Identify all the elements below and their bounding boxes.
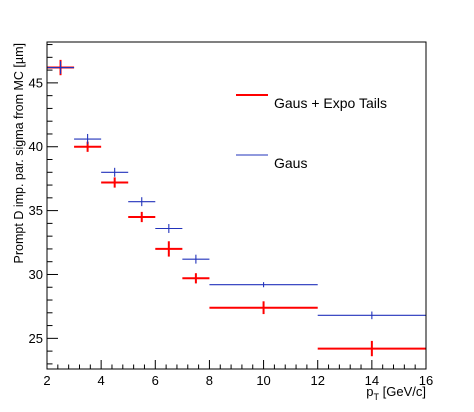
x-tick-label: 16 [419, 373, 433, 388]
series-gaus-expo-tails [47, 59, 426, 357]
data-point [128, 197, 156, 207]
x-axis-label-subscript: T [374, 392, 380, 402]
series-gaus [47, 61, 426, 320]
data-point [209, 301, 318, 315]
data-point [209, 282, 318, 288]
series-layer [47, 59, 426, 357]
data-point [74, 133, 102, 145]
legend-label-gaus: Gaus [274, 155, 307, 171]
x-axis-label: pT [GeV/c] [366, 384, 426, 402]
x-axis-label-main: p [366, 384, 373, 399]
y-tick-label: 45 [29, 75, 43, 90]
x-tick-label: 12 [310, 373, 324, 388]
x-tick-label: 6 [152, 373, 159, 388]
data-point [182, 273, 210, 284]
x-tick-label: 10 [256, 373, 270, 388]
x-tick-label: 14 [365, 373, 379, 388]
y-axis-label: Prompt D imp. par. sigma from MC [µm] [12, 43, 26, 263]
y-tick-label: 30 [29, 267, 43, 282]
data-point [317, 311, 426, 320]
y-tick-label: 35 [29, 203, 43, 218]
x-axis-label-unit: [GeV/c] [379, 384, 426, 399]
x-tick-label: 2 [43, 373, 50, 388]
data-point [101, 177, 129, 188]
plot-frame [46, 41, 427, 370]
y-tick-label: 25 [29, 331, 43, 346]
axis-layer: 2 4 6 8 10 12 14 16 25 30 35 40 45 [29, 44, 433, 388]
data-point [317, 340, 426, 357]
data-point [155, 241, 183, 257]
x-tick-label: 8 [206, 373, 213, 388]
y-tick-label: 40 [29, 139, 43, 154]
data-point [101, 167, 129, 177]
data-point [47, 61, 75, 74]
legend: Gaus + Expo Tails Gaus [236, 94, 387, 171]
x-tick-label: 4 [98, 373, 105, 388]
data-point [155, 224, 183, 233]
data-point [128, 211, 156, 223]
legend-label-gaus-expo: Gaus + Expo Tails [274, 95, 387, 111]
data-point [182, 254, 210, 264]
